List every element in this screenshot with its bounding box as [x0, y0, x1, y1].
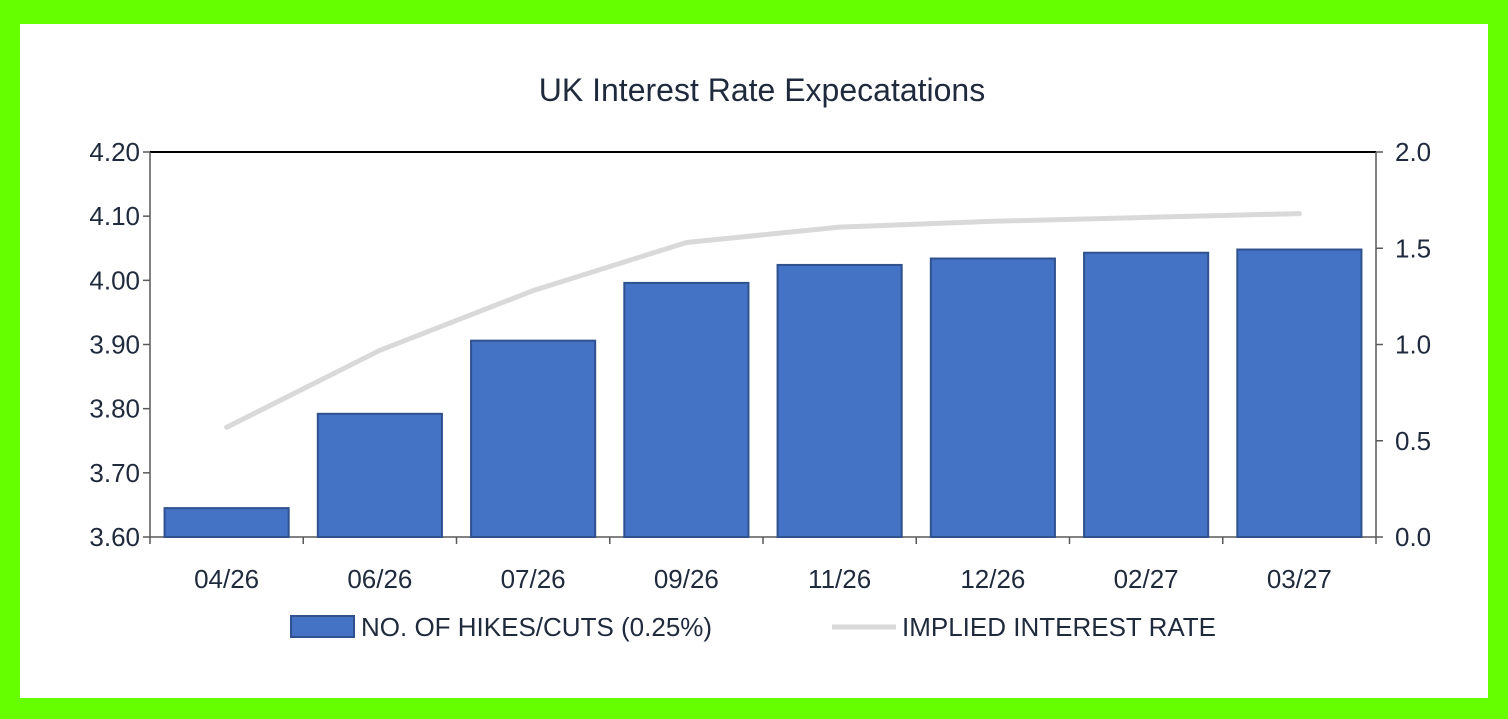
- chart-frame: UK Interest Rate Expecatations 3.60 3.70 3…: [20, 24, 1488, 698]
- right-axis-tick-label: 1.0: [1395, 330, 1431, 360]
- x-axis-tick-label: 09/26: [654, 564, 719, 594]
- bar: [623, 281, 750, 538]
- x-axis-tick-label: 07/26: [501, 564, 566, 594]
- left-axis-tick-label: 3.90: [89, 330, 140, 360]
- left-axis-tick-label: 3.60: [89, 522, 140, 552]
- right-axis-tick-label: 0.5: [1395, 426, 1431, 456]
- bar: [776, 263, 903, 539]
- x-axis-tick-label: 04/26: [194, 564, 259, 594]
- bar: [1083, 251, 1210, 538]
- left-axis-tick-label: 3.80: [89, 394, 140, 424]
- left-axis-tick-label: 4.00: [89, 265, 140, 295]
- right-axis-tick-label: 2.0: [1395, 137, 1431, 167]
- chart-title: UK Interest Rate Expecatations: [539, 72, 985, 108]
- bars-layer: [163, 248, 1363, 539]
- bar: [316, 412, 443, 538]
- x-axis-tick-label: 12/26: [960, 564, 1025, 594]
- right-axis-tick-label: 1.5: [1395, 233, 1431, 263]
- bar: [929, 257, 1056, 538]
- legend-line-label: IMPLIED INTEREST RATE: [902, 612, 1216, 642]
- implied-rate-line: [224, 211, 1302, 430]
- left-axis-tick-label: 3.70: [89, 458, 140, 488]
- right-axis-tick-label: 0.0: [1395, 522, 1431, 552]
- x-axis-tick-label: 03/27: [1267, 564, 1332, 594]
- bar: [470, 339, 597, 538]
- line-layer: [224, 211, 1302, 430]
- bar: [1236, 248, 1363, 539]
- legend-bar-label: NO. OF HIKES/CUTS (0.25%): [361, 612, 712, 642]
- x-axis-tick-label: 11/26: [808, 564, 871, 594]
- legend: NO. OF HIKES/CUTS (0.25%) IMPLIED INTERE…: [290, 612, 1216, 642]
- x-axis-tick-label: 02/27: [1114, 564, 1179, 594]
- left-axis-tick-label: 4.10: [89, 201, 140, 231]
- left-axis-tick-label: 4.20: [89, 137, 140, 167]
- bar: [163, 507, 290, 538]
- x-axis-tick-label: 06/26: [347, 564, 412, 594]
- chart-canvas: UK Interest Rate Expecatations 3.603.703…: [89, 72, 1431, 642]
- legend-bar-swatch: [290, 615, 355, 638]
- axes-layer: 3.60 3.70 3.80 3.90 4.00 4.10 4.20 0.0 0.5 1.0 1.5…: [89, 137, 1431, 594]
